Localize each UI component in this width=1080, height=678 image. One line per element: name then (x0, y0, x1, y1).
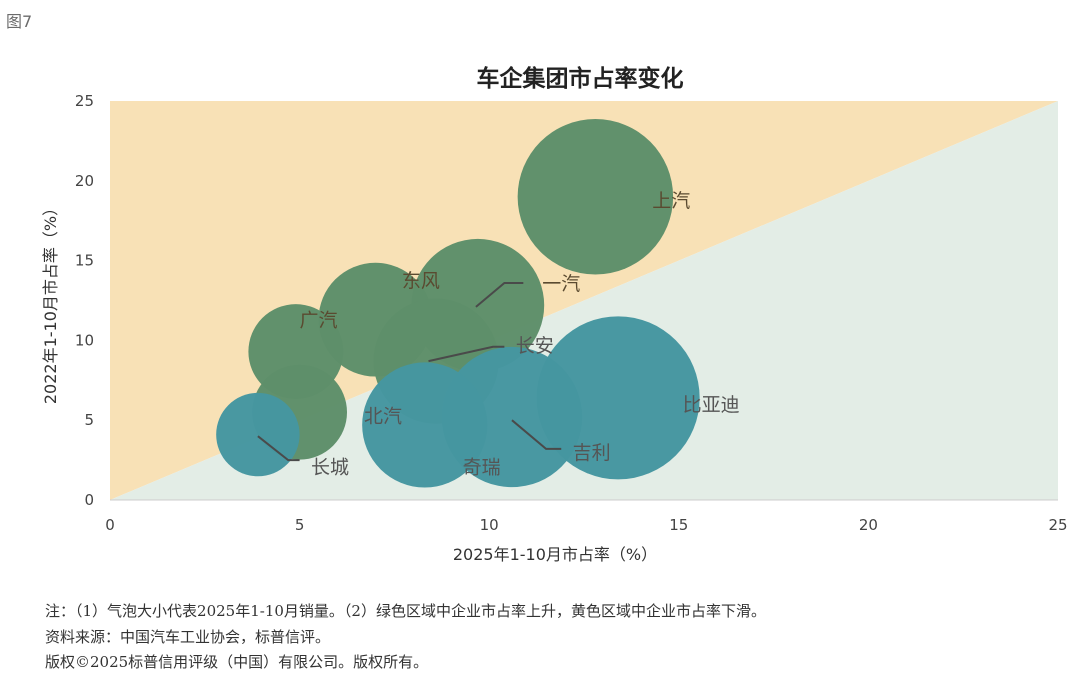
x-tick-label: 0 (105, 516, 115, 534)
bubble-label: 吉利 (573, 442, 611, 464)
y-tick-label: 0 (84, 491, 94, 509)
leader-line (428, 345, 505, 363)
bubble-label: 广汽 (300, 310, 338, 332)
bubble-label: 上汽 (652, 190, 690, 212)
bubble-label: 长城 (311, 456, 349, 478)
x-tick-label: 25 (1048, 516, 1067, 534)
note-copyright: 版权©2025标普信用评级（中国）有限公司。版权所有。 (45, 653, 429, 671)
leader-line (511, 419, 562, 450)
bubble (362, 362, 488, 488)
x-axis-label: 2025年1-10月市占率（%） (453, 545, 657, 564)
x-tick-label: 10 (480, 516, 499, 534)
y-tick-label: 10 (75, 331, 94, 349)
bubble (517, 119, 674, 275)
bubble-label: 奇瑞 (463, 456, 501, 478)
bubble-label: 北汽 (364, 405, 402, 427)
x-tick-label: 5 (295, 516, 305, 534)
y-tick-label: 25 (75, 92, 94, 110)
x-tick-label: 20 (859, 516, 878, 534)
note-bubble-size: 注：（1）气泡大小代表2025年1-10月销量。（2）绿色区域中企业市占率上升，… (45, 602, 766, 620)
y-tick-label: 5 (84, 411, 94, 429)
chart-title: 车企集团市占率变化 (477, 65, 684, 92)
y-tick-label: 20 (75, 172, 94, 190)
bubble-label: 一汽 (542, 273, 580, 295)
y-axis-label: 2022年1-10月市占率（%） (41, 200, 60, 404)
bubble-label: 比亚迪 (683, 394, 740, 416)
bubble-label: 长安 (516, 335, 554, 357)
region-green-rise (110, 101, 1058, 500)
x-tick-label: 15 (669, 516, 688, 534)
leader-line (257, 435, 300, 462)
figure-label: 图7 (6, 12, 33, 31)
bubble-label: 东风 (402, 270, 440, 292)
y-tick-label: 15 (75, 252, 94, 270)
note-source: 资料来源：中国汽车工业协会，标普信评。 (45, 628, 331, 646)
leader-line (475, 281, 524, 308)
bubble (216, 392, 300, 477)
